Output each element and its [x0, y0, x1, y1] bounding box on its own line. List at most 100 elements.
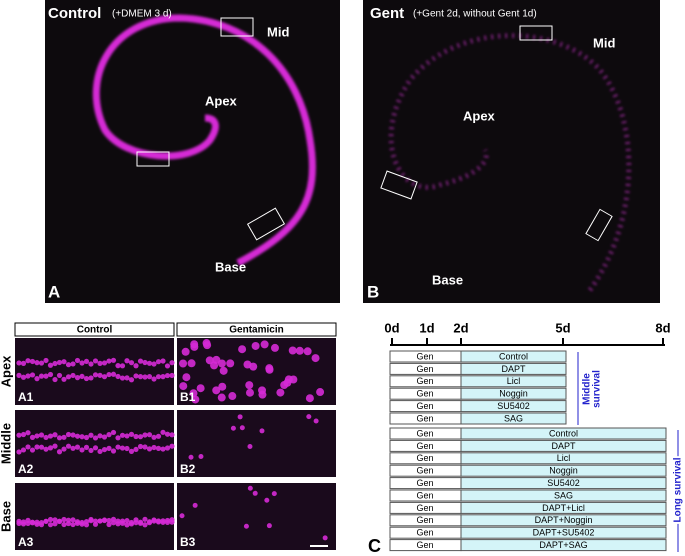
region-label: Apex: [205, 93, 238, 108]
micrograph: [177, 410, 336, 477]
hair-cell: [25, 373, 31, 379]
hair-cell: [133, 363, 139, 369]
hair-cell: [88, 432, 94, 438]
hair-cell: [151, 434, 157, 440]
hair-cell: [128, 521, 135, 527]
gen-text: Gen: [416, 364, 433, 374]
hair-cell: [43, 357, 49, 364]
hair-cell: [110, 371, 117, 377]
hair-cell: [79, 373, 85, 380]
hair-cell: [106, 358, 112, 364]
hair-cell: [190, 342, 199, 351]
treatment-text: Licl: [557, 453, 571, 463]
hair-cell: [191, 395, 200, 404]
hair-cell: [83, 444, 90, 450]
hair-cell: [228, 392, 237, 401]
treatment-cell: [460, 362, 567, 375]
hair-cell: [83, 519, 90, 525]
hair-cell: [151, 376, 157, 382]
hair-cell: [79, 521, 85, 527]
treatment-cell: [460, 464, 667, 477]
hair-cell: [230, 425, 236, 431]
hair-cell: [101, 374, 108, 380]
hair-cell: [16, 449, 22, 455]
hair-cell: [83, 434, 90, 441]
hair-cell: [38, 373, 45, 379]
hair-cell: [47, 445, 54, 451]
hair-cell: [155, 374, 162, 380]
hair-cell: [110, 448, 117, 454]
hair-cell: [38, 444, 45, 450]
hair-cell: [164, 517, 171, 524]
hair-cell: [47, 522, 54, 528]
hair-cell: [56, 372, 63, 379]
hair-cell: [29, 358, 36, 365]
hair-cell: [70, 372, 76, 379]
cochlea-spiral: [388, 33, 632, 292]
hair-cell: [160, 358, 166, 364]
hair-cell: [198, 454, 204, 460]
treatment-text: Licl: [507, 376, 521, 386]
hair-cell: [142, 374, 148, 380]
hair-cell: [124, 445, 130, 452]
hair-cell: [164, 372, 171, 379]
treatment-text: Noggin: [549, 466, 578, 476]
roi-box: [380, 170, 418, 200]
roi-box: [585, 208, 613, 242]
hair-cell: [20, 374, 27, 380]
gen-text: Gen: [416, 490, 433, 500]
micrograph: [15, 483, 174, 550]
region-label: Base: [215, 259, 246, 274]
hair-cell: [83, 375, 90, 382]
hair-cell: [266, 523, 272, 529]
hair-cell: [142, 359, 148, 366]
hair-cell: [151, 444, 157, 451]
hair-cell: [124, 433, 130, 439]
hair-cell: [169, 443, 175, 449]
hair-cell: [65, 443, 72, 449]
hair-cell: [128, 448, 135, 454]
hair-cell: [88, 516, 94, 523]
hair-cell: [271, 491, 277, 497]
hair-cell: [101, 446, 108, 453]
hair-cell: [146, 432, 153, 438]
gen-text: Gen: [416, 466, 433, 476]
day-label: 0d: [384, 320, 399, 335]
hair-cell: [106, 521, 112, 528]
hair-cell: [38, 360, 45, 366]
hair-cell: [146, 360, 153, 366]
survival-label: Long survival: [673, 457, 684, 522]
hair-cell: [137, 374, 144, 380]
panel-letter: A: [48, 282, 60, 301]
hair-cell: [65, 362, 72, 368]
hair-cell: [115, 435, 121, 441]
hair-cell: [34, 433, 40, 439]
treatment-cell: [460, 526, 667, 539]
gen-text: Gen: [416, 389, 433, 399]
hair-cell: [137, 358, 144, 364]
hair-cell: [88, 375, 94, 381]
roi-box: [220, 17, 254, 37]
hair-cell: [16, 518, 22, 524]
panel-b-image: [363, 0, 660, 303]
micrograph: [15, 410, 174, 477]
hair-cell: [295, 346, 304, 355]
hair-cell: [97, 360, 103, 366]
hair-cell: [47, 516, 54, 523]
treatment-cell: [460, 375, 567, 388]
treatment-text: DAPT+SU5402: [533, 528, 595, 538]
hair-cell: [217, 393, 226, 402]
hair-cell: [20, 447, 27, 453]
hair-cell: [188, 454, 194, 460]
gen-text: Gen: [416, 376, 433, 386]
hair-cell: [20, 521, 27, 527]
treatment-cell: [460, 489, 667, 502]
hair-cell: [270, 343, 279, 352]
gen-text: Gen: [416, 540, 433, 550]
hair-cell: [47, 371, 54, 378]
hair-cell: [119, 363, 126, 369]
hair-cell: [61, 376, 67, 382]
hair-cell: [146, 519, 153, 525]
hair-cell: [92, 521, 99, 527]
